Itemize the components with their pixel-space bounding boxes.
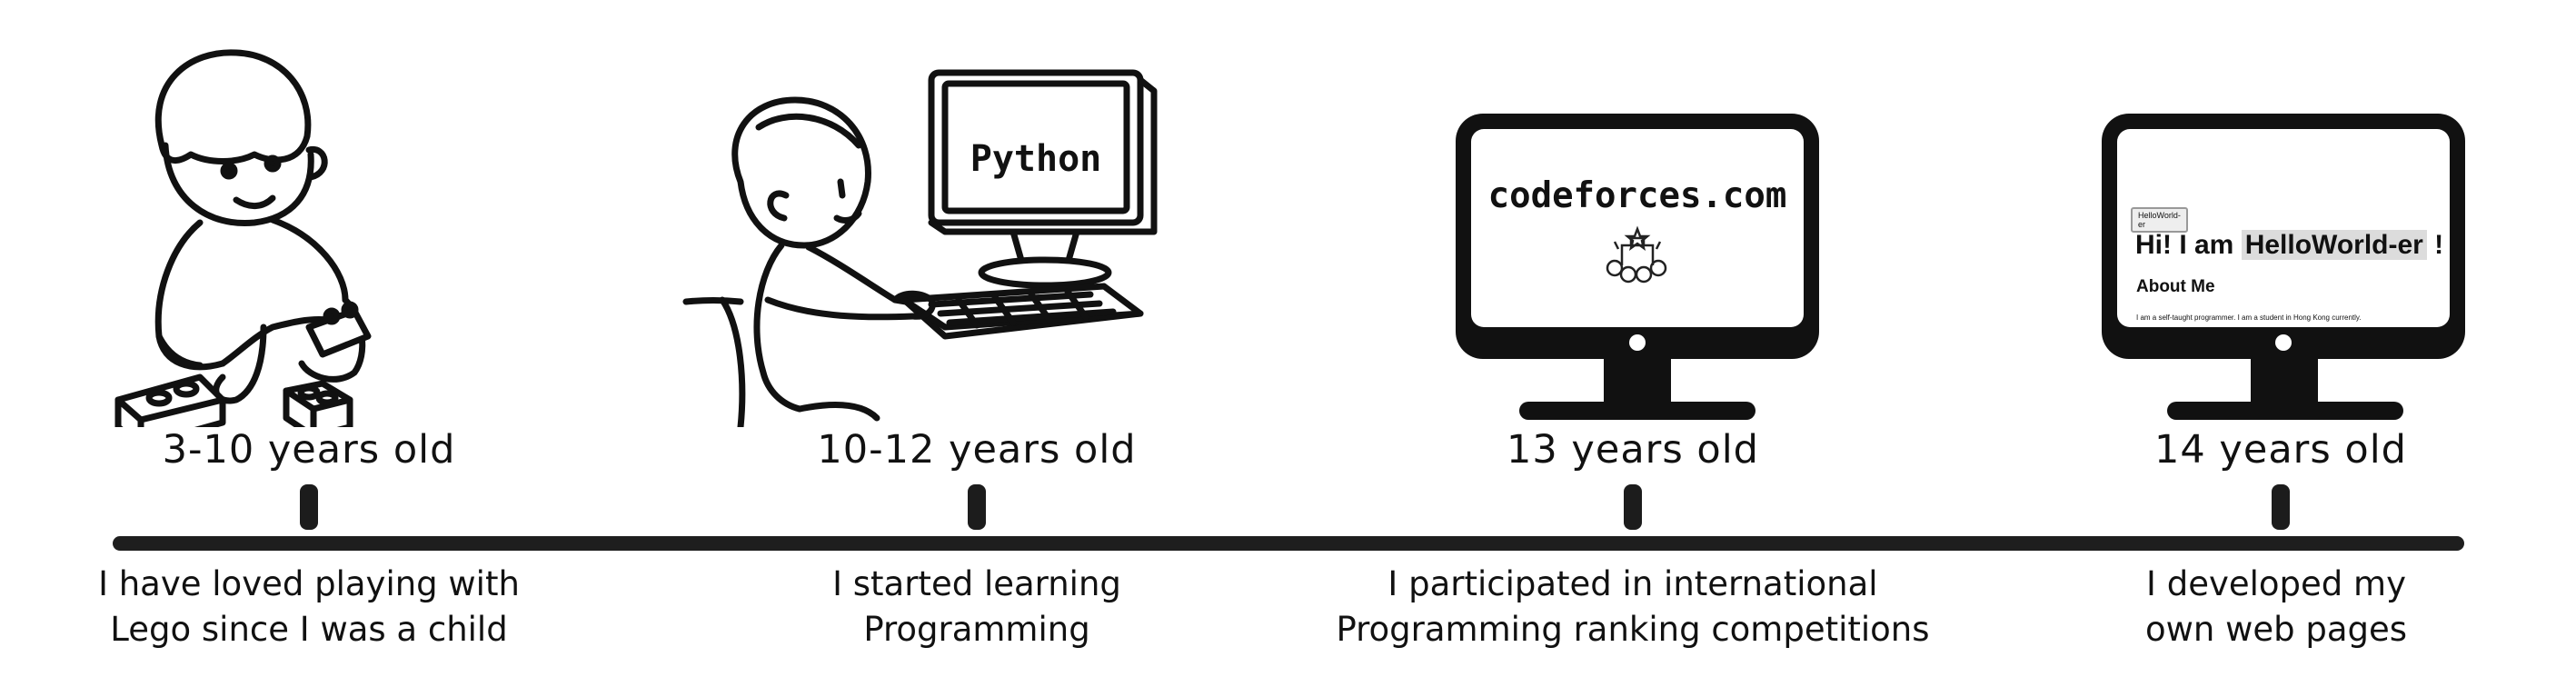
- milestone-lego: 3-10 years old I have loved playing with…: [0, 0, 654, 687]
- webpage-subheading: About Me: [2136, 277, 2215, 296]
- child-coding-computer-icon: Python: [682, 69, 1158, 427]
- description-line-1: I have loved playing with: [98, 564, 520, 603]
- webpage-chip: HelloWorld-er: [2131, 207, 2188, 233]
- milestone-competitions: codeforces.com 13 years old I participat…: [1288, 0, 1978, 687]
- timeline-tick: [1624, 484, 1642, 530]
- monitor-webpage-icon: [2102, 114, 2465, 420]
- description-line-1: I participated in international: [1387, 564, 1878, 603]
- description-line-2: Lego since I was a child: [110, 610, 508, 649]
- timeline-tick: [300, 484, 318, 530]
- milestone-description: I developed my own web pages: [1931, 562, 2576, 652]
- webpage-heading-name: HelloWorld-er: [2241, 230, 2427, 260]
- screen-text-codeforces: codeforces.com: [1488, 175, 1787, 216]
- screen-text-python: Python: [970, 138, 1102, 180]
- description-line-2: own web pages: [2144, 610, 2408, 649]
- webpage-heading: Hi! I am HelloWorld-er !: [2135, 230, 2443, 261]
- milestone-description: I participated in international Programm…: [1288, 562, 1978, 652]
- timeline-tick: [968, 484, 986, 530]
- webpage-paragraph: I am a self-taught programmer. I am a st…: [2136, 314, 2362, 322]
- trophy-emblem-icon: [1606, 225, 1667, 284]
- child-playing-lego-icon: [114, 49, 372, 427]
- timeline-axis: [113, 536, 2464, 551]
- milestone-age: 3-10 years old: [162, 427, 456, 473]
- milestone-programming: Python 10-12 years old I started learnin…: [632, 0, 1322, 687]
- milestone-description: I have loved playing with Lego since I w…: [0, 562, 654, 652]
- milestone-age: 14 years old: [2154, 427, 2407, 473]
- monitor-codeforces-icon: codeforces.com: [1456, 114, 1819, 420]
- webpage-heading-prefix: Hi! I am: [2135, 230, 2242, 260]
- description-line-2: Programming ranking competitions: [1336, 610, 1930, 649]
- description-line-1: I started learning: [832, 564, 1121, 603]
- webpage-heading-suffix: !: [2426, 230, 2444, 260]
- milestone-webpages: HelloWorld-er Hi! I am HelloWorld-er ! A…: [1876, 0, 2567, 687]
- milestone-description: I started learning Programming: [632, 562, 1322, 652]
- milestone-age: 10-12 years old: [817, 427, 1137, 473]
- description-line-1: I developed my: [2146, 564, 2406, 603]
- milestone-age: 13 years old: [1507, 427, 1759, 473]
- description-line-2: Programming: [863, 610, 1090, 649]
- timeline-tick: [2272, 484, 2290, 530]
